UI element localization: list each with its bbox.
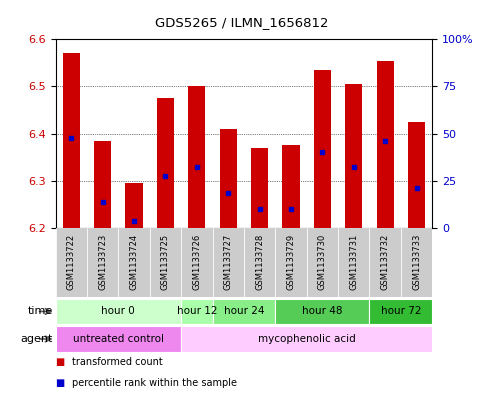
Bar: [283, 145, 299, 228]
Bar: [56, 299, 181, 324]
Text: GSM1133723: GSM1133723: [98, 233, 107, 290]
Bar: [56, 326, 181, 352]
Text: time: time: [28, 307, 53, 316]
Bar: [181, 228, 213, 297]
Text: GSM1133722: GSM1133722: [67, 233, 76, 290]
Text: GSM1133727: GSM1133727: [224, 233, 233, 290]
Bar: [307, 228, 338, 297]
Text: GDS5265 / ILMN_1656812: GDS5265 / ILMN_1656812: [155, 16, 328, 29]
Text: ■: ■: [56, 378, 65, 388]
Bar: [345, 84, 362, 228]
Bar: [213, 299, 275, 324]
Text: hour 12: hour 12: [177, 307, 217, 316]
Bar: [220, 129, 237, 228]
Text: ■: ■: [56, 356, 65, 367]
Bar: [56, 228, 87, 297]
Bar: [181, 299, 213, 324]
Text: transformed count: transformed count: [72, 356, 163, 367]
Text: GSM1133724: GSM1133724: [129, 233, 139, 290]
Text: GSM1133730: GSM1133730: [318, 233, 327, 290]
Text: GSM1133726: GSM1133726: [192, 233, 201, 290]
Text: GSM1133729: GSM1133729: [286, 233, 296, 290]
Bar: [181, 326, 432, 352]
Text: agent: agent: [21, 334, 53, 344]
Text: hour 48: hour 48: [302, 307, 342, 316]
Text: hour 0: hour 0: [101, 307, 135, 316]
Bar: [408, 122, 425, 228]
Text: hour 24: hour 24: [224, 307, 264, 316]
Bar: [87, 228, 118, 297]
Text: GSM1133733: GSM1133733: [412, 233, 421, 290]
Bar: [244, 228, 275, 297]
Bar: [314, 70, 331, 228]
Text: percentile rank within the sample: percentile rank within the sample: [72, 378, 238, 388]
Text: untreated control: untreated control: [73, 334, 164, 344]
Bar: [275, 228, 307, 297]
Text: GSM1133728: GSM1133728: [255, 233, 264, 290]
Bar: [369, 228, 401, 297]
Bar: [188, 86, 205, 228]
Bar: [275, 299, 369, 324]
Bar: [401, 228, 432, 297]
Bar: [338, 228, 369, 297]
Bar: [377, 61, 394, 228]
Bar: [213, 228, 244, 297]
Bar: [150, 228, 181, 297]
Bar: [369, 299, 432, 324]
Bar: [118, 228, 150, 297]
Text: hour 72: hour 72: [381, 307, 421, 316]
Bar: [251, 148, 268, 228]
Text: GSM1133731: GSM1133731: [349, 233, 358, 290]
Bar: [157, 98, 174, 228]
Bar: [126, 183, 142, 228]
Text: GSM1133732: GSM1133732: [381, 233, 390, 290]
Bar: [63, 53, 80, 228]
Bar: [94, 141, 111, 228]
Text: GSM1133725: GSM1133725: [161, 233, 170, 290]
Text: mycophenolic acid: mycophenolic acid: [258, 334, 355, 344]
